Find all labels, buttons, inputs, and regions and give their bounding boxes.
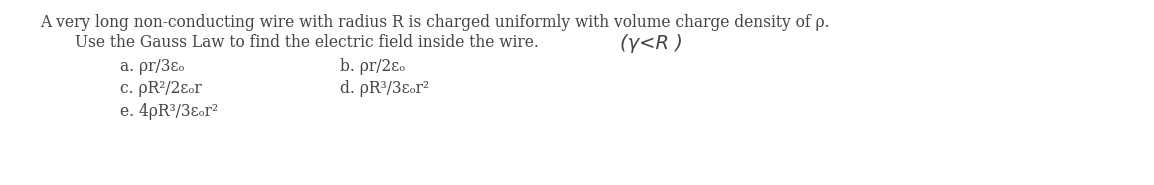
Text: Use the Gauss Law to find the electric field inside the wire.: Use the Gauss Law to find the electric f… xyxy=(75,34,539,51)
Text: (γ<R ): (γ<R ) xyxy=(620,34,683,53)
Text: d. ρR³/3εₒr²: d. ρR³/3εₒr² xyxy=(340,80,429,97)
Text: e. 4ρR³/3εₒr²: e. 4ρR³/3εₒr² xyxy=(120,103,218,120)
Text: c. ρR²/2εₒr: c. ρR²/2εₒr xyxy=(120,80,202,97)
Text: A very long non-conducting wire with radius R is charged uniformly with volume c: A very long non-conducting wire with rad… xyxy=(40,14,830,31)
Text: b. ρr/2εₒ: b. ρr/2εₒ xyxy=(340,58,405,75)
Text: a. ρr/3εₒ: a. ρr/3εₒ xyxy=(120,58,185,75)
